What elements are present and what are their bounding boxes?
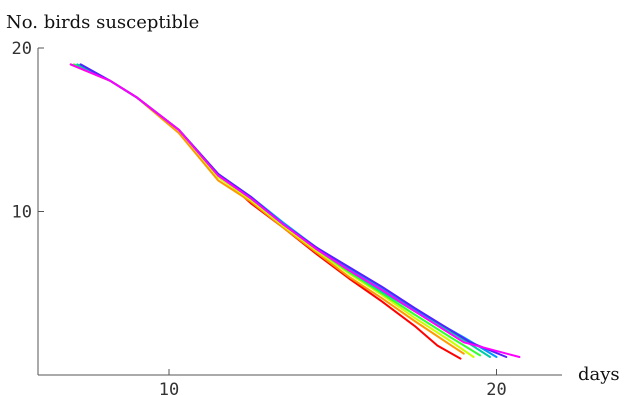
y-tick-label: 10 [12, 203, 32, 223]
series-line-5 [76, 63, 491, 358]
series-group [69, 63, 521, 360]
series-line-8 [69, 63, 521, 358]
x-tick-label: 10 [159, 380, 179, 396]
series-line-6 [79, 63, 498, 358]
ticks: 10 20 10 20 [12, 39, 507, 396]
x-tick-label: 20 [486, 380, 506, 396]
y-tick-label: 20 [12, 39, 32, 59]
x-axis-label: days [578, 364, 620, 385]
y-axis-label: No. birds susceptible [6, 12, 199, 33]
series-line-7 [79, 63, 508, 358]
